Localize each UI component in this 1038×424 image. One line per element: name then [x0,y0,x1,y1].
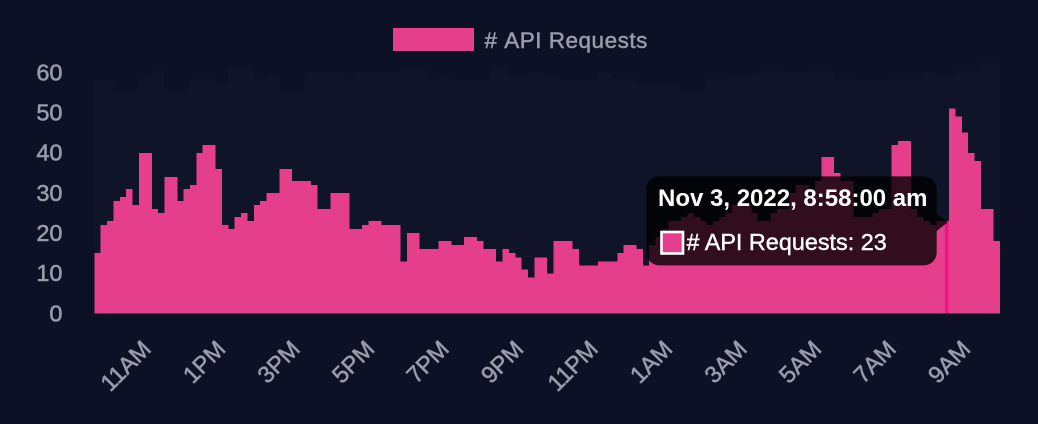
svg-text:30: 30 [36,180,62,206]
svg-text:20: 20 [36,220,62,246]
svg-text:10: 10 [36,260,62,286]
svg-text:0: 0 [49,300,62,326]
svg-text:# API Requests: # API Requests [485,28,648,53]
svg-text:Nov 3, 2022, 8:58:00 am: Nov 3, 2022, 8:58:00 am [658,185,928,212]
svg-text:60: 60 [36,59,62,85]
svg-text:# API Requests: 23: # API Requests: 23 [687,229,887,255]
svg-text:40: 40 [36,140,62,166]
svg-text:50: 50 [36,100,62,126]
